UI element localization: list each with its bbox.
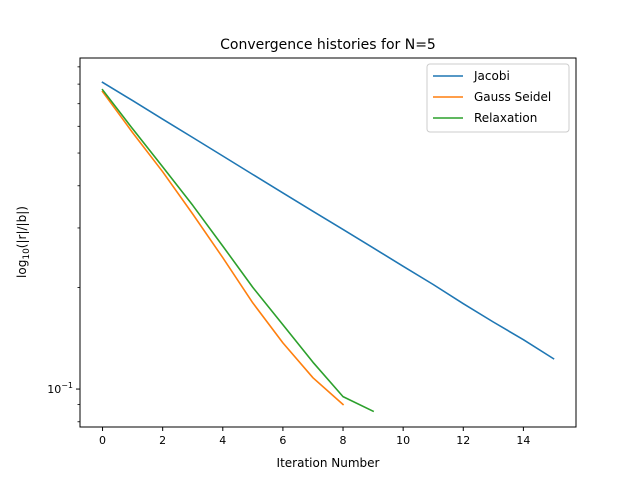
x-tick-label-7: 14 <box>516 434 530 447</box>
series-line-2 <box>101 88 375 413</box>
x-tick-label-2: 4 <box>219 434 226 447</box>
y-axis-label: log10(|r|/|b|) <box>15 206 32 278</box>
y-axis-label-subscript: 10 <box>22 248 32 260</box>
legend-label-2: Relaxation <box>474 111 537 125</box>
legend-box <box>426 63 570 133</box>
x-axis-ticks: 0 2 4 6 8 10 12 14 <box>99 427 530 447</box>
series-layer <box>101 81 555 413</box>
plot-frame <box>79 57 577 428</box>
x-tick-label-4: 8 <box>340 434 347 447</box>
y-axis-ticks: 10−1 <box>47 66 80 423</box>
y-tick-label-0: 10−1 <box>47 381 73 396</box>
y-axis-label-log: log <box>15 260 29 278</box>
legend-label-0: Jacobi <box>473 69 510 83</box>
series-line-1 <box>101 90 345 406</box>
x-tick-label-6: 12 <box>456 434 470 447</box>
legend: Jacobi Gauss Seidel Relaxation <box>426 63 570 133</box>
series-line-0 <box>101 81 555 360</box>
x-tick-label-1: 2 <box>159 434 166 447</box>
x-axis-label: Iteration Number <box>277 456 380 470</box>
x-tick-label-5: 10 <box>396 434 410 447</box>
x-tick-label-0: 0 <box>99 434 106 447</box>
legend-label-1: Gauss Seidel <box>474 90 551 104</box>
y-axis-label-ratio: (|r|/|b|) <box>15 206 29 248</box>
chart-title: Convergence histories for N=5 <box>220 37 436 53</box>
x-tick-label-3: 6 <box>279 434 286 447</box>
